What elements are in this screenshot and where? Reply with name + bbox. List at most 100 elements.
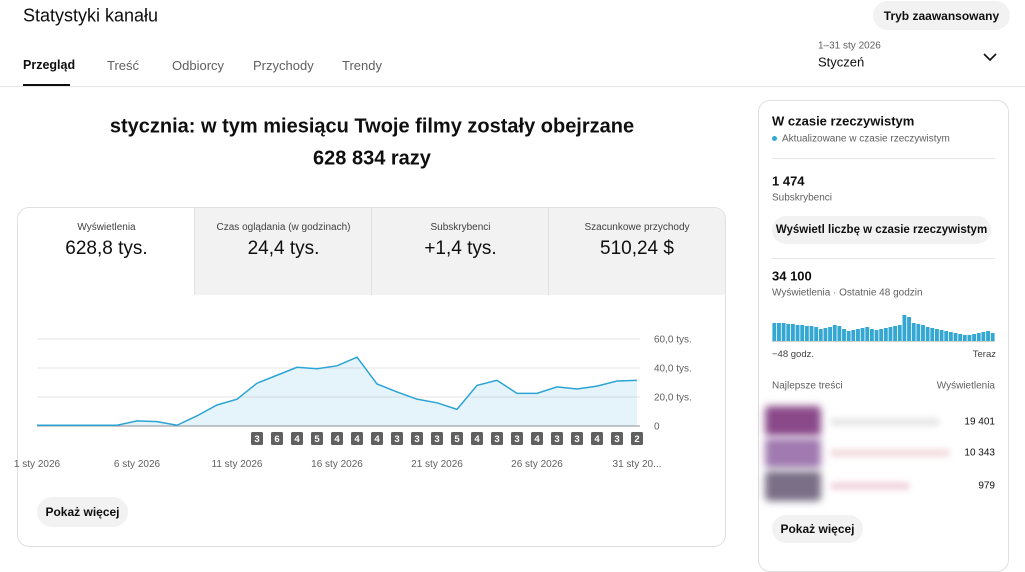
bar	[800, 325, 805, 341]
bar	[986, 331, 990, 341]
headline-count: 628 834 razy	[313, 147, 431, 170]
dropdown-chevron[interactable]	[983, 52, 997, 62]
upload-count: 3	[394, 434, 399, 445]
page-title: Statystyki kanału	[23, 5, 159, 26]
views-label: Wyświetlenia · Ostatnie 48 godzin	[772, 287, 923, 299]
x-tick-label: 1 sty 2026	[14, 459, 61, 470]
thumbnail[interactable]	[765, 438, 821, 468]
bar	[837, 326, 842, 341]
upload-marker	[491, 432, 503, 445]
upload-marker	[511, 432, 523, 445]
bar	[869, 329, 874, 341]
title-blur	[830, 482, 910, 490]
top-content-header: Wyświetlenia	[936, 380, 995, 392]
bar	[921, 325, 925, 341]
upload-count: 4	[594, 434, 600, 445]
x-tick-label: 21 sty 2026	[411, 459, 463, 470]
upload-marker	[471, 432, 483, 445]
upload-marker	[271, 432, 283, 445]
upload-marker	[331, 432, 343, 445]
upload-marker	[431, 432, 443, 445]
bar	[907, 317, 911, 341]
upload-marker	[351, 432, 363, 445]
bar	[911, 323, 916, 341]
thumbnail[interactable]	[765, 406, 821, 436]
headline: stycznia: w tym miesiącu Twoje filmy zos…	[109, 115, 635, 138]
bar	[948, 332, 953, 341]
views-chart: 0 20,0 tys. 40,0 tys. 60,0 tys. 3 6 4 5 4 4 4 3 3 3 5 4…	[14, 335, 692, 471]
realtime-chart: −48 godz. Teraz	[772, 315, 996, 360]
title-blur	[830, 449, 950, 457]
bar	[790, 324, 795, 341]
upload-count: 4	[534, 434, 540, 445]
show-more-button[interactable]: Pokaż więcej	[37, 497, 128, 527]
upload-count: 3	[574, 434, 579, 445]
upload-marker	[591, 432, 603, 445]
upload-marker	[411, 432, 423, 445]
metric-label: Czas oglądania (w godzinach)	[216, 222, 351, 233]
bar	[856, 329, 860, 341]
metric-tab[interactable]: Szacunkowe przychody 510,24 $	[548, 208, 725, 295]
metric-tab[interactable]: Subskrybenci +1,4 tys.	[371, 208, 549, 295]
bar	[953, 333, 958, 341]
bar	[990, 333, 995, 341]
show-more-button[interactable]: Pokaż więcej	[772, 515, 863, 543]
bar	[832, 325, 837, 341]
bar	[772, 323, 777, 341]
upload-marker	[611, 432, 623, 445]
period[interactable]: Styczeń	[818, 54, 865, 70]
bar	[842, 329, 846, 341]
top-content-views: 19 401	[964, 416, 995, 428]
upload-count: 4	[354, 434, 360, 445]
bar	[976, 333, 981, 341]
bar	[846, 331, 851, 341]
bar	[902, 315, 907, 341]
tab[interactable]: Treść	[107, 58, 140, 73]
x-tick-label: 26 sty 2026	[511, 459, 563, 470]
upload-marker	[451, 432, 463, 445]
advanced-mode-button[interactable]: Tryb zaawansowany	[873, 1, 1010, 30]
bar	[897, 325, 902, 341]
bar	[893, 326, 898, 341]
upload-marker	[251, 432, 263, 445]
upload-count: 3	[414, 434, 419, 445]
bar	[865, 327, 870, 341]
bar	[777, 323, 781, 341]
bar	[930, 328, 935, 341]
bar	[925, 327, 930, 341]
thumbnail[interactable]	[765, 471, 821, 501]
bar	[939, 330, 944, 341]
divider	[772, 158, 995, 159]
tab[interactable]: Przegląd	[23, 58, 76, 72]
views-count: 34 100	[772, 268, 812, 284]
bar	[809, 326, 814, 341]
upload-count: 4	[474, 434, 480, 445]
tab-indicator	[23, 84, 70, 86]
tab[interactable]: Trendy	[342, 58, 382, 73]
bar	[874, 330, 879, 341]
metric-value: 24,4 tys.	[247, 238, 320, 259]
bar	[860, 328, 865, 341]
upload-count: 3	[514, 434, 519, 445]
bar	[962, 335, 967, 341]
bar	[967, 335, 972, 341]
x-label: Teraz	[973, 349, 996, 360]
chart-card	[17, 207, 726, 547]
bar	[818, 329, 823, 341]
realtime-count-button[interactable]: Wyświetl liczbę w czasie rzeczywistym	[772, 216, 991, 244]
metric-tab[interactable]: Czas oglądania (w godzinach) 24,4 tys.	[194, 208, 372, 295]
bar	[804, 326, 809, 341]
y-tick-label: 60,0 tys.	[654, 335, 692, 346]
y-tick-label: 0	[654, 422, 660, 433]
metric-value: 510,24 $	[600, 238, 674, 259]
upload-count: 4	[334, 434, 340, 445]
tab[interactable]: Odbiorcy	[172, 58, 225, 73]
date-range: 1–31 sty 2026	[818, 40, 881, 52]
upload-count: 3	[254, 434, 259, 445]
upload-marker	[571, 432, 583, 445]
metric-tab[interactable]: Wyświetlenia 628,8 tys.	[18, 208, 195, 295]
tab[interactable]: Przychody	[253, 58, 314, 73]
metric-value: +1,4 tys.	[424, 238, 497, 259]
bar	[814, 327, 819, 341]
